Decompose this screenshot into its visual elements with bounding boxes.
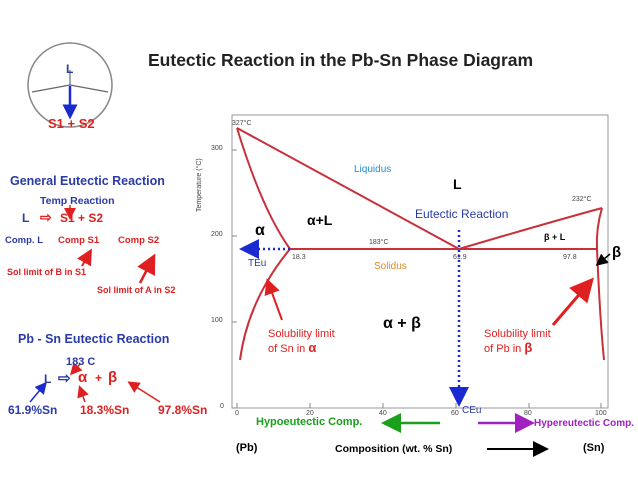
ceu-label: CEu (462, 405, 482, 416)
solidus-label: Solidus (374, 261, 407, 272)
x-tick-80: 80 (524, 410, 532, 417)
pbsn-c3: 97.8%Sn (158, 403, 208, 417)
y-tick-0: 0 (220, 403, 224, 410)
pbsn-arrow: ⇨ (58, 370, 71, 387)
liquidus-right (458, 207, 603, 250)
circle-top-label: L (66, 62, 74, 76)
arrow-sol-pb (551, 277, 594, 326)
arrow-beta (595, 253, 611, 266)
general-heading: General Eutectic Reaction (10, 174, 165, 188)
circle-bottom-label: S1 + S2 (48, 116, 95, 131)
sol-sn-text: of Sn in (268, 343, 306, 355)
arrow-c1 (29, 381, 47, 403)
pbsn-plus: + (95, 371, 103, 385)
label-183: 183°C (369, 239, 389, 246)
arrow-sol-b (77, 248, 92, 267)
liquidus-label: Liquidus (354, 164, 392, 175)
x-tick-100: 100 (595, 410, 607, 417)
arrow-sol-sn (264, 278, 283, 321)
general-reaction-right: S1 + S2 (60, 211, 104, 225)
label-327: 327°C (232, 120, 252, 127)
general-comp-s2: Comp S2 (118, 235, 160, 246)
eutectic-reaction-label: Eutectic Reaction (415, 207, 509, 221)
hypo-label: Hypoeutectic Comp. (256, 416, 363, 428)
plot-frame (231, 114, 609, 409)
pbsn-heading: Pb - Sn Eutectic Reaction (18, 332, 170, 346)
x-tick-40: 40 (379, 410, 387, 417)
sol-sn-line1: Solubility limit (268, 328, 335, 340)
sol-pb-line2: of Pb in β (484, 341, 551, 356)
arrow-sol-a (137, 253, 156, 284)
sn-label: (Sn) (583, 442, 605, 454)
label-232: 232°C (572, 196, 592, 203)
pbsn-alpha: α (78, 369, 88, 386)
sol-sn-alpha: α (308, 340, 317, 355)
y-tick-100: 100 (211, 317, 223, 324)
region-beta-l-label: β + L (544, 232, 566, 242)
composition-label: Composition (wt. % Sn) (335, 443, 453, 455)
general-temp-label: Temp Reaction (40, 195, 115, 207)
pb-label: (Pb) (236, 442, 258, 454)
solidus-beta (595, 207, 603, 250)
circle-line-right (69, 84, 109, 93)
hyper-label: Hypereutectic Comp. (534, 418, 635, 429)
region-alpha-l-label: α+L (307, 212, 333, 228)
sol-pb-beta: β (524, 340, 533, 355)
label-c18: 18.3 (292, 254, 306, 261)
general-reaction-arrow: ⇨ (40, 209, 52, 225)
pbsn-c2: 18.3%Sn (80, 403, 130, 417)
teu-label: TEu (248, 258, 267, 269)
solvus-alpha (239, 248, 291, 361)
x-tick-0: 0 (235, 410, 239, 417)
x-tick-60: 60 (451, 410, 459, 417)
x-tick-20: 20 (306, 410, 314, 417)
general-comp-s1: Comp S1 (58, 235, 100, 246)
general-sol-b: Sol limit of B in S1 (7, 267, 87, 277)
sol-sn-line2: of Sn in α (268, 341, 335, 356)
arrow-c2 (77, 385, 89, 403)
y-tick-300: 300 (211, 145, 223, 152)
pbsn-beta: β (108, 369, 118, 386)
y-tick-marks (232, 149, 237, 409)
region-alpha-label: α (255, 222, 265, 239)
page-title: Eutectic Reaction in the Pb-Sn Phase Dia… (148, 50, 534, 70)
y-axis-label: Temperature (°C) (196, 158, 203, 212)
label-c97: 97.8 (563, 254, 577, 261)
sol-sn-label: Solubility limit of Sn in α (268, 327, 335, 356)
y-tick-200: 200 (211, 231, 223, 238)
general-comp-l: Comp. L (5, 235, 43, 246)
pbsn-temp: 183 C (66, 356, 96, 368)
liquidus-left (236, 127, 460, 250)
arrow-c3 (127, 381, 161, 403)
region-alpha-beta-label: α + β (383, 315, 421, 332)
pbsn-c1: 61.9%Sn (8, 403, 58, 417)
solidus-alpha (236, 127, 291, 250)
arrow-183 (70, 362, 83, 376)
region-l-label: L (453, 176, 462, 192)
general-reaction-left: L (22, 211, 30, 225)
label-c61: 61.9 (453, 254, 467, 261)
region-beta-label: β (612, 244, 622, 261)
sol-pb-text: of Pb in (484, 343, 522, 355)
sol-pb-line1: Solubility limit (484, 328, 551, 340)
pbsn-left: L (44, 372, 52, 386)
general-sol-a: Sol limit of A in S2 (97, 285, 176, 295)
circle-line-left (31, 84, 71, 93)
sol-pb-label: Solubility limit of Pb in β (484, 327, 551, 356)
